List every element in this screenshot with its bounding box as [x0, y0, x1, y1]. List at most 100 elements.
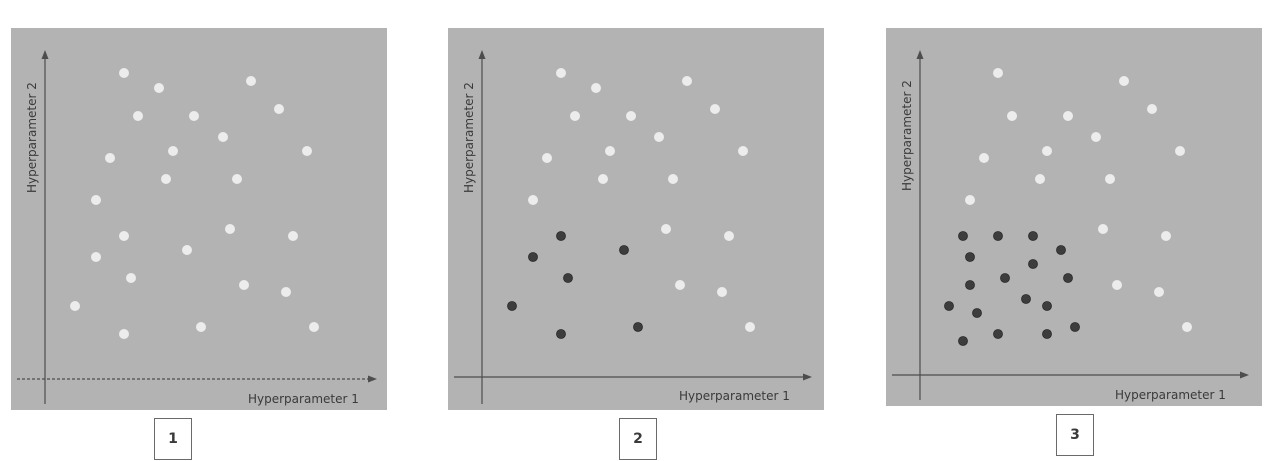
panel-2-points [507, 68, 755, 339]
panel-3-dark-point-15 [1042, 329, 1052, 339]
panel-3-dark-point-16 [1070, 322, 1080, 332]
panel-3-dark-point-12 [972, 308, 982, 318]
panel-1-light-point-11 [161, 174, 171, 184]
panel-3-light-point-4 [1063, 111, 1073, 121]
panel-3-light-point-3 [1007, 111, 1017, 121]
panel-2-x-axis-arrow [803, 373, 812, 381]
panel-1-light-point-20 [239, 280, 249, 290]
panel-2-light-point-14 [661, 224, 671, 234]
panel-3-dark-point-1 [958, 231, 968, 241]
panel-2-dark-point-7 [556, 329, 566, 339]
panel-3-light-point-11 [1105, 174, 1115, 184]
panel-2-light-point-15 [724, 231, 734, 241]
panel-2-light-point-12 [668, 174, 678, 184]
panel-2-dark-point-1 [556, 231, 566, 241]
panel-3-dark-point-11 [944, 301, 954, 311]
panel-3-light-point-14 [1161, 231, 1171, 241]
panel-2-light-point-13 [528, 195, 538, 205]
panel-1-light-point-16 [288, 231, 298, 241]
panel-3-dark-point-2 [993, 231, 1003, 241]
panel-3-dark-point-6 [1000, 273, 1010, 283]
panel-1-light-point-4 [133, 111, 143, 121]
panel-3-light-point-10 [1035, 174, 1045, 184]
panel-3-number-box: 3 [1056, 414, 1094, 456]
panel-3-light-point-13 [1098, 224, 1108, 234]
panel-3-plot: Hyperparameter 1 Hyperparameter 2 [886, 28, 1262, 406]
panel-3-light-point-15 [1112, 280, 1122, 290]
panel-2-plot: Hyperparameter 1 Hyperparameter 2 [448, 28, 824, 410]
panel-1-number: 1 [168, 431, 178, 447]
panel-3-dark-point-4 [965, 252, 975, 262]
panel-3-dark-point-14 [993, 329, 1003, 339]
panel-3-light-point-2 [1119, 76, 1129, 86]
panel-2-light-point-2 [591, 83, 601, 93]
panel-3: Hyperparameter 1 Hyperparameter 2 [886, 28, 1262, 406]
panel-3-dark-point-9 [965, 280, 975, 290]
panel-3-dark-point-10 [1021, 294, 1031, 304]
panel-1-light-point-22 [70, 301, 80, 311]
panel-3-number: 3 [1070, 427, 1080, 443]
panel-2: Hyperparameter 1 Hyperparameter 2 [448, 28, 824, 410]
panel-1-light-point-10 [302, 146, 312, 156]
panel-3-dark-point-3 [1028, 231, 1038, 241]
panel-3-light-point-12 [965, 195, 975, 205]
panel-3-dark-point-8 [1063, 273, 1073, 283]
panel-1-light-point-5 [189, 111, 199, 121]
panel-1-y-axis-arrow [41, 50, 49, 59]
panel-2-x-axis-label: Hyperparameter 1 [679, 389, 790, 403]
panel-2-light-point-10 [738, 146, 748, 156]
panel-1-x-axis-arrow [368, 375, 377, 383]
panel-2-dark-point-2 [528, 252, 538, 262]
panel-1-light-point-19 [126, 273, 136, 283]
panel-3-dark-point-17 [958, 336, 968, 346]
panel-2-light-point-6 [710, 104, 720, 114]
panel-3-x-axis-label: Hyperparameter 1 [1115, 388, 1226, 402]
panel-3-points [944, 68, 1192, 346]
panel-2-background [448, 28, 824, 410]
panel-2-light-point-4 [570, 111, 580, 121]
panel-2-light-point-17 [717, 287, 727, 297]
panel-3-light-point-17 [1182, 322, 1192, 332]
panel-1-light-point-9 [218, 132, 228, 142]
panel-3-y-axis-label: Hyperparameter 2 [900, 80, 914, 191]
panel-1-number-box: 1 [154, 418, 192, 460]
panel-2-number: 2 [633, 431, 643, 447]
panel-1-light-point-7 [105, 153, 115, 163]
panel-3-light-point-5 [1147, 104, 1157, 114]
panel-2-light-point-16 [675, 280, 685, 290]
panel-3-dark-point-13 [1042, 301, 1052, 311]
panel-2-light-point-5 [626, 111, 636, 121]
panel-3-y-axis-arrow [916, 50, 924, 59]
panel-1-background [11, 28, 387, 410]
panel-3-dark-point-5 [1056, 245, 1066, 255]
panel-2-y-axis-label: Hyperparameter 2 [462, 82, 476, 193]
panel-1-light-point-14 [119, 231, 129, 241]
panel-2-light-point-9 [654, 132, 664, 142]
panel-2-dark-point-4 [563, 273, 573, 283]
panel-2-light-point-1 [556, 68, 566, 78]
panel-3-light-point-16 [1154, 287, 1164, 297]
panel-1-light-point-21 [281, 287, 291, 297]
panel-2-dark-point-3 [619, 245, 629, 255]
panel-3-x-axis-arrow [1240, 371, 1249, 379]
panel-1: Hyperparameter 1 Hyperparameter 2 [11, 28, 387, 410]
panel-1-light-point-24 [309, 322, 319, 332]
panel-2-dark-point-6 [633, 322, 643, 332]
panel-3-light-point-1 [993, 68, 1003, 78]
panel-1-light-point-25 [119, 329, 129, 339]
panel-2-light-point-11 [598, 174, 608, 184]
panel-3-light-point-8 [1091, 132, 1101, 142]
panel-2-light-point-7 [542, 153, 552, 163]
panel-3-light-point-9 [1175, 146, 1185, 156]
panel-1-x-axis-label: Hyperparameter 1 [248, 392, 359, 406]
panel-1-points [70, 68, 319, 339]
panel-2-number-box: 2 [619, 418, 657, 460]
panel-1-light-point-23 [196, 322, 206, 332]
panel-3-background [886, 28, 1262, 406]
panel-1-y-axis-label: Hyperparameter 2 [25, 82, 39, 193]
panel-1-light-point-1 [119, 68, 129, 78]
panel-1-light-point-17 [91, 252, 101, 262]
panel-1-light-point-15 [225, 224, 235, 234]
panel-1-plot: Hyperparameter 1 Hyperparameter 2 [11, 28, 387, 410]
panel-2-light-point-18 [745, 322, 755, 332]
